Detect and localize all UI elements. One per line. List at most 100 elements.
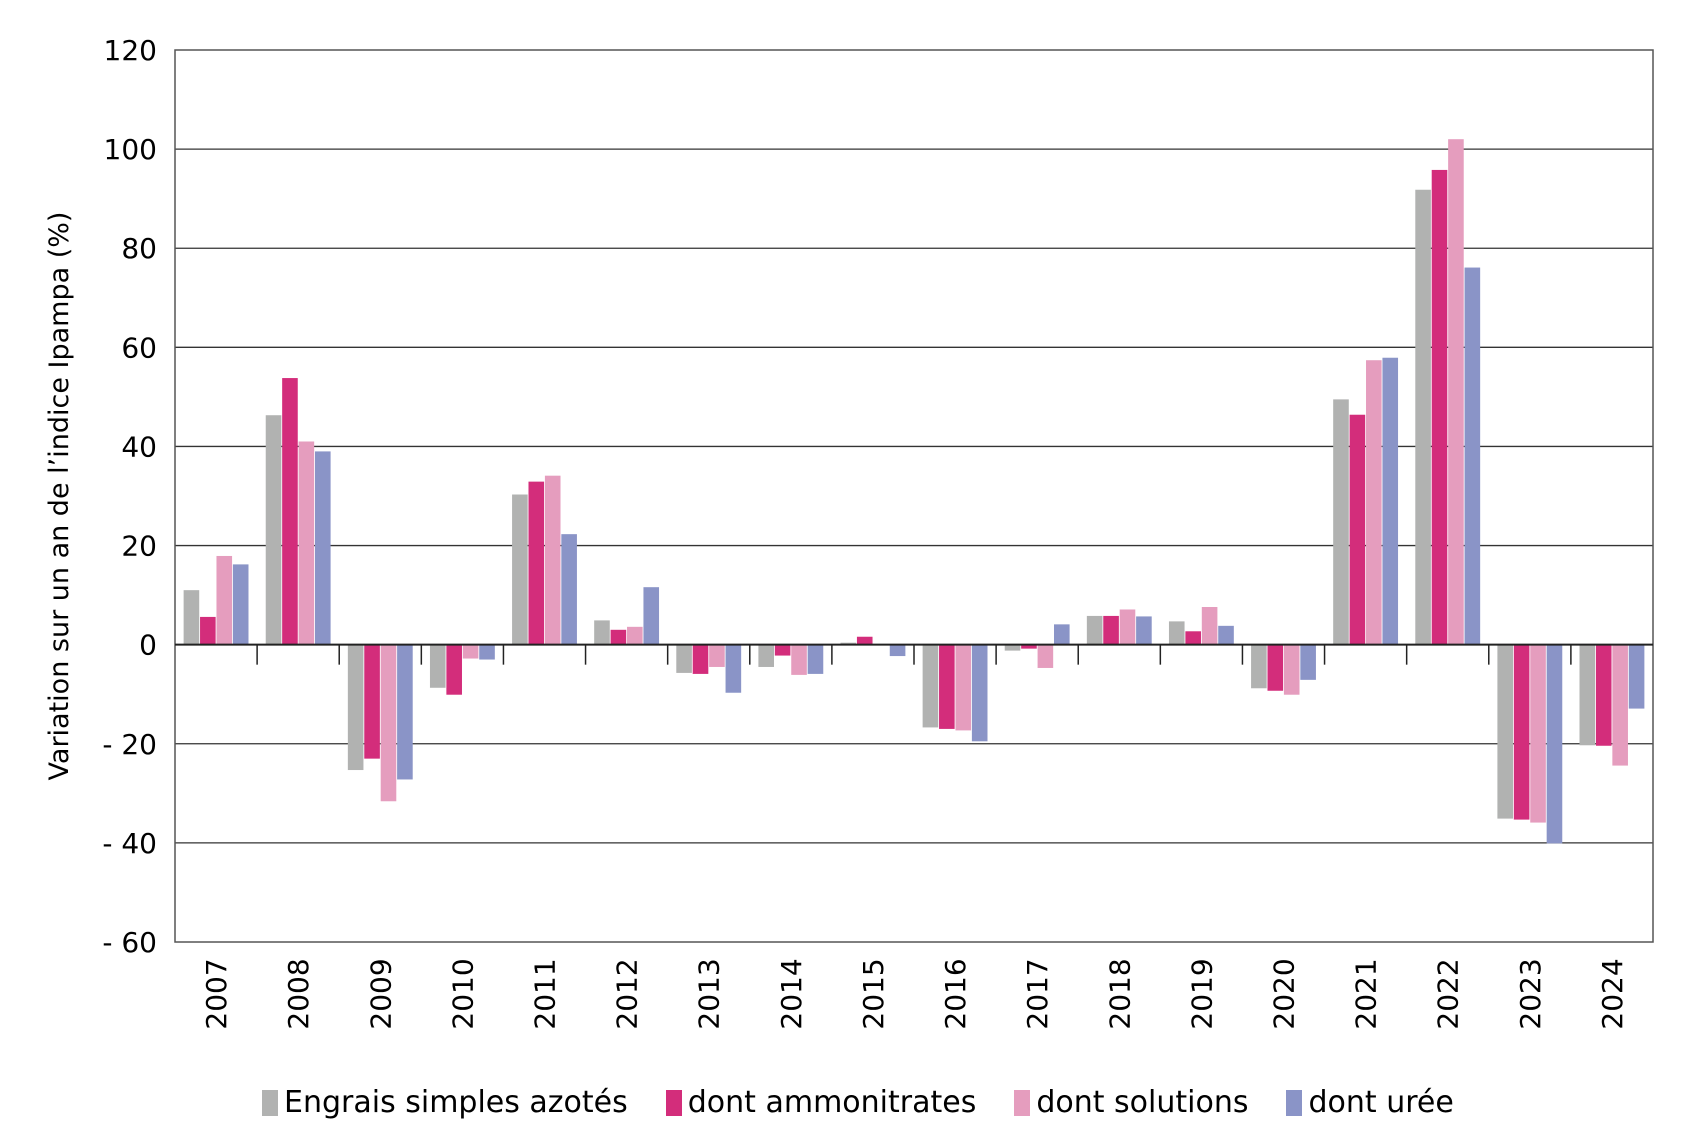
zero-axis	[175, 643, 1653, 665]
y-axis-title: Variation sur un an de l’indice Ipampa (…	[44, 212, 75, 781]
bar-engrais-simples-azot-s-2010	[429, 644, 446, 688]
bar-dont-ur-e-2014	[807, 644, 824, 674]
bar-dont-ur-e-2008	[314, 451, 331, 645]
bar-dont-ammonitrates-2013	[692, 644, 709, 674]
x-tick-label: 2012	[611, 958, 644, 1029]
bar-dont-ur-e-2016	[971, 644, 988, 742]
x-tick-label: 2022	[1432, 958, 1465, 1029]
legend-item: dont urée	[1286, 1085, 1454, 1120]
bar-dont-solutions-2012	[627, 626, 643, 645]
legend-label: dont ammonitrates	[687, 1085, 977, 1120]
x-tick-label: 2014	[775, 958, 808, 1029]
bar-dont-ammonitrates-2023	[1513, 644, 1530, 820]
bar-dont-ammonitrates-2024	[1595, 644, 1612, 746]
bar-dont-solutions-2010	[462, 644, 479, 659]
bar-dont-solutions-2013	[709, 644, 725, 667]
bar-dont-ammonitrates-2010	[446, 644, 462, 695]
bar-engrais-simples-azot-s-2007	[183, 590, 200, 645]
bar-dont-ur-e-2012	[643, 587, 660, 645]
bar-dont-ammonitrates-2011	[528, 481, 545, 645]
y-tick-label: - 20	[102, 728, 157, 761]
y-tick-label: 40	[121, 430, 157, 463]
bar-dont-ammonitrates-2022	[1431, 169, 1448, 645]
x-tick-label: 2008	[282, 958, 315, 1029]
bar-engrais-simples-azot-s-2021	[1333, 399, 1349, 645]
x-tick-label: 2018	[1103, 958, 1136, 1029]
legend-swatch	[262, 1089, 278, 1116]
x-tick-label: 2020	[1268, 958, 1301, 1029]
bar-dont-ammonitrates-2017	[1021, 644, 1037, 649]
x-tick-label: 2013	[693, 958, 726, 1029]
legend-label: dont solutions	[1036, 1085, 1249, 1120]
bar-dont-ur-e-2011	[561, 534, 577, 645]
y-tick-label: 0	[139, 629, 157, 662]
bar-dont-solutions-2009	[380, 644, 397, 802]
gridlines	[175, 148, 1653, 844]
bar-dont-ammonitrates-2015	[856, 636, 873, 645]
legend-label: dont urée	[1308, 1085, 1454, 1120]
legend-item: dont solutions	[1014, 1085, 1248, 1120]
bar-dont-solutions-2021	[1366, 360, 1382, 645]
bar-dont-solutions-2020	[1283, 644, 1300, 695]
bar-engrais-simples-azot-s-2014	[758, 644, 775, 667]
bars	[183, 139, 1645, 844]
y-tick-label: - 40	[102, 827, 157, 860]
x-tick-label: 2011	[529, 958, 562, 1029]
legend-item: dont ammonitrates	[665, 1085, 977, 1120]
legend-label: Engrais simples azotés	[284, 1085, 628, 1120]
bar-dont-ammonitrates-2007	[200, 616, 216, 645]
bar-dont-ammonitrates-2016	[939, 644, 955, 729]
bar-dont-solutions-2023	[1530, 644, 1546, 823]
bar-dont-solutions-2018	[1119, 609, 1136, 645]
bar-dont-solutions-2024	[1612, 644, 1628, 766]
x-tick-label: 2009	[364, 958, 397, 1029]
bar-dont-solutions-2007	[216, 555, 233, 645]
legend-item: Engrais simples azotés	[262, 1085, 628, 1120]
bar-dont-solutions-2016	[955, 644, 972, 731]
bar-dont-solutions-2019	[1201, 607, 1218, 645]
bar-dont-ur-e-2021	[1382, 357, 1399, 645]
x-tick-label: 2019	[1185, 958, 1218, 1029]
x-tick-label: 2024	[1596, 958, 1629, 1029]
bar-dont-ur-e-2007	[232, 564, 249, 645]
bar-engrais-simples-azot-s-2013	[676, 644, 692, 673]
legend-swatch	[1014, 1089, 1031, 1116]
bar-dont-ur-e-2024	[1628, 644, 1645, 709]
bar-dont-ammonitrates-2018	[1103, 615, 1119, 645]
bar-dont-ammonitrates-2014	[774, 644, 791, 656]
x-tick-label: 2010	[446, 958, 479, 1029]
x-tick-label: 2023	[1514, 958, 1547, 1029]
x-tick-label: 2007	[200, 958, 233, 1029]
x-tick-label: 2016	[939, 958, 972, 1029]
bar-engrais-simples-azot-s-2012	[594, 620, 610, 645]
bar-dont-solutions-2017	[1037, 644, 1054, 668]
bar-dont-ur-e-2020	[1300, 644, 1316, 680]
bar-dont-ur-e-2019	[1218, 625, 1234, 645]
legend-swatch	[1286, 1089, 1303, 1116]
bar-dont-ammonitrates-2012	[610, 629, 627, 645]
bar-dont-solutions-2008	[298, 441, 315, 645]
bar-engrais-simples-azot-s-2009	[347, 644, 364, 771]
bar-dont-ur-e-2022	[1464, 267, 1481, 645]
x-tick-labels: 2007 2008 2009 2010 2011 2012 2013 2014 2015 2016…	[200, 958, 1629, 1029]
bar-engrais-simples-azot-s-2022	[1415, 189, 1431, 645]
bar-engrais-simples-azot-s-2023	[1497, 644, 1514, 819]
y-tick-label: 100	[104, 133, 157, 166]
bar-dont-ur-e-2013	[725, 644, 742, 693]
bar-dont-ammonitrates-2009	[364, 644, 380, 759]
bar-dont-ammonitrates-2020	[1267, 644, 1284, 691]
bar-dont-ur-e-2009	[397, 644, 413, 780]
y-tick-labels: 120 100 80 60 40 20 0 - 20 - 40 - 60	[102, 34, 157, 959]
plot-frame	[174, 49, 1654, 943]
bar-engrais-simples-azot-s-2011	[512, 494, 528, 645]
x-tick-label: 2017	[1021, 958, 1054, 1029]
bar-dont-solutions-2014	[791, 644, 807, 675]
y-tick-label: 120	[104, 34, 157, 67]
bar-engrais-simples-azot-s-2024	[1579, 644, 1596, 746]
bar-dont-ammonitrates-2008	[282, 378, 298, 645]
bar-engrais-simples-azot-s-2020	[1251, 644, 1267, 689]
bar-engrais-simples-azot-s-2017	[1004, 644, 1021, 651]
bar-dont-ur-e-2017	[1053, 624, 1070, 645]
y-tick-label: - 60	[102, 926, 157, 959]
